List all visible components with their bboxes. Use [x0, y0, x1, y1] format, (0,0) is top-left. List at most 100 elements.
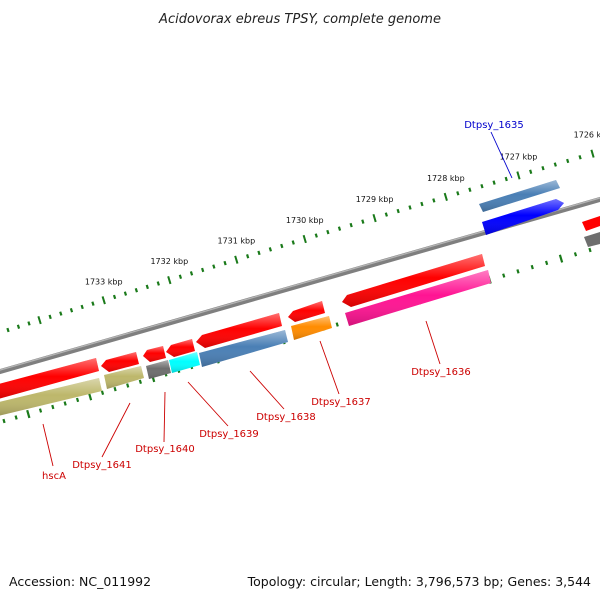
gene-label-dtpsy-1641[interactable]: Dtpsy_1641	[72, 460, 132, 471]
ruler-minor-tick	[337, 226, 342, 231]
gene-dtpsy-1637[interactable]	[288, 301, 325, 322]
gene-right-edge-red[interactable]	[582, 216, 600, 231]
gene-label-dtpsy-1639[interactable]: Dtpsy_1639	[199, 429, 259, 440]
ruler-major-tick	[167, 276, 172, 285]
ruler-minor-tick	[432, 198, 436, 203]
ruler-kbp-label: 1733 kbp	[85, 277, 123, 286]
gene-track	[0, 180, 600, 416]
inner-minor-tick	[138, 379, 142, 385]
ruler-minor-tick	[156, 281, 160, 286]
ruler-major-tick	[302, 234, 307, 244]
gene-label-dtpsy-1636[interactable]: Dtpsy_1636	[411, 367, 471, 378]
inner-minor-tick	[75, 397, 80, 403]
ruler-minor-tick	[201, 267, 205, 273]
ruler-minor-tick	[468, 187, 472, 192]
inner-minor-tick	[126, 383, 130, 388]
ruler-major-tick	[443, 192, 448, 201]
gene-dtpsy-1639-strand[interactable]	[169, 352, 200, 373]
inner-minor-tick	[530, 264, 534, 270]
inner-minor-tick	[588, 247, 592, 253]
inner-minor-tick	[2, 418, 6, 424]
inner-minor-tick	[63, 401, 67, 406]
ruler-minor-tick	[178, 274, 183, 279]
inner-minor-tick	[516, 269, 520, 274]
gene-hscA-strand[interactable]	[0, 378, 102, 416]
ruler-minor-tick	[326, 229, 330, 235]
ruler-kbp-label: 1730 kbp	[286, 216, 324, 225]
gene-dtpsy-1639[interactable]	[166, 339, 195, 357]
ruler-minor-tick	[349, 222, 353, 228]
gene-label-hscA[interactable]: hscA	[42, 471, 66, 482]
ruler-minor-tick	[291, 240, 295, 245]
ruler-major-tick	[37, 316, 42, 325]
gene-dtpsy-1640[interactable]	[143, 346, 166, 362]
ruler-ring: 1726 kbp 1727 kbp 1728 kbp 1729 kbp 1730 kbp…	[6, 131, 600, 333]
inner-minor-tick	[573, 252, 578, 257]
gene-dtpsy-1636[interactable]	[342, 254, 485, 307]
ruler-minor-tick	[257, 250, 261, 256]
ruler-kbp-label: 1729 kbp	[356, 195, 394, 204]
ruler-kbp-label: 1732 kbp	[150, 257, 188, 266]
inner-minor-tick	[335, 322, 339, 327]
ruler-minor-tick	[553, 162, 557, 167]
gene-dtpsy-1638-strand[interactable]	[199, 330, 288, 367]
gene-dtpsy-1635[interactable]	[479, 180, 560, 212]
inner-major-tick	[558, 254, 564, 263]
ruler-major-tick	[101, 296, 106, 305]
gene-hscA[interactable]	[0, 358, 99, 399]
ruler-minor-tick	[69, 308, 74, 313]
gene-label-dtpsy-1635[interactable]: Dtpsy_1635	[464, 120, 524, 131]
ruler-major-tick	[590, 149, 595, 158]
gene-label-dtpsy-1640[interactable]: Dtpsy_1640	[135, 444, 195, 455]
inner-minor-tick	[14, 415, 18, 420]
ruler-minor-tick	[314, 233, 318, 238]
ruler-minor-tick	[6, 327, 10, 333]
ruler-minor-tick	[212, 264, 216, 269]
ruler-minor-tick	[504, 176, 508, 182]
ruler-kbp-label: 1731 kbp	[217, 237, 255, 246]
ruler-kbp-label: 1727 kbp	[500, 152, 538, 161]
ruler-minor-tick	[16, 324, 21, 329]
ruler-minor-tick	[408, 205, 412, 210]
ruler-minor-tick	[59, 311, 63, 316]
inner-minor-tick	[100, 390, 105, 395]
ruler-minor-tick	[48, 314, 52, 320]
gene-label-dtpsy-1638[interactable]: Dtpsy_1638	[256, 412, 316, 423]
ruler-minor-tick	[223, 260, 227, 266]
ruler-minor-tick	[384, 212, 388, 217]
ruler-major-tick	[516, 171, 521, 180]
inner-minor-tick	[113, 386, 117, 392]
gene-dtpsy-1637-strand[interactable]	[291, 316, 332, 340]
ruler-minor-tick	[280, 243, 284, 249]
ruler-minor-tick	[566, 158, 570, 164]
ruler-minor-tick	[268, 247, 272, 252]
gene-right-edge-grey[interactable]	[584, 232, 600, 247]
ruler-kbp-label: 1728 kbp	[427, 174, 465, 183]
genome-info-text: Topology: circular; Length: 3,796,573 bp…	[247, 574, 591, 589]
inner-minor-tick	[544, 260, 549, 266]
gene-dtpsy-1636-strand[interactable]	[345, 270, 491, 326]
gene-label-group: Dtpsy_1635 Dtpsy_1636 Dtpsy_1637 Dtpsy_1…	[42, 120, 524, 482]
ruler-minor-tick	[246, 254, 250, 259]
ruler-minor-tick	[420, 201, 424, 207]
gene-dtpsy-1641-strand[interactable]	[104, 366, 144, 389]
ruler-minor-tick	[112, 294, 117, 300]
ruler-major-tick	[372, 213, 377, 223]
inner-minor-tick	[502, 273, 506, 278]
ruler-kbp-label: 1726 kbp	[574, 131, 600, 140]
ruler-major-tick	[234, 255, 239, 264]
gene-dtpsy-1641[interactable]	[101, 352, 139, 372]
gene-dtpsy-1640-strand[interactable]	[146, 360, 171, 379]
accession-text: Accession: NC_011992	[9, 574, 151, 589]
ruler-minor-tick	[529, 169, 533, 175]
inner-major-tick	[26, 409, 31, 419]
ruler-minor-tick	[541, 165, 545, 171]
ruler-minor-tick	[492, 180, 496, 185]
inner-minor-tick	[38, 408, 43, 413]
gene-label-dtpsy-1637[interactable]: Dtpsy_1637	[311, 397, 371, 408]
gene-dtpsy-1635-strand[interactable]	[482, 199, 564, 235]
ruler-minor-tick	[145, 284, 149, 290]
gene-dtpsy-1638[interactable]	[196, 313, 282, 348]
ruler-minor-tick	[123, 291, 128, 296]
ruler-minor-tick	[91, 301, 95, 306]
